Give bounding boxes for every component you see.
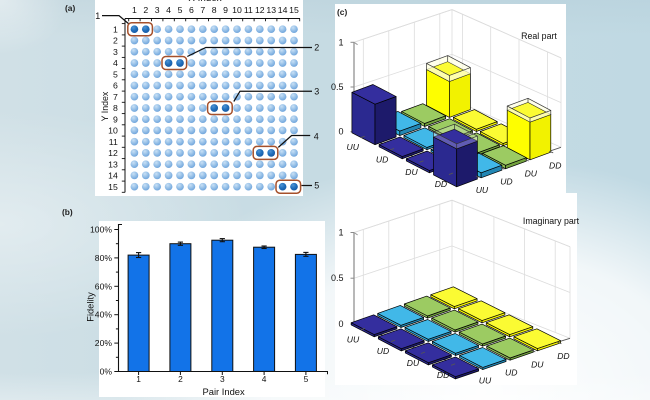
svg-text:0.5: 0.5 xyxy=(331,273,344,283)
svg-text:Fidelity: Fidelity xyxy=(86,292,96,322)
svg-text:14: 14 xyxy=(108,171,118,181)
svg-text:15: 15 xyxy=(108,182,118,192)
svg-text:60%: 60% xyxy=(95,281,113,291)
svg-text:0.5: 0.5 xyxy=(331,82,344,92)
svg-text:UU: UU xyxy=(479,376,492,386)
svg-text:4: 4 xyxy=(113,58,118,68)
svg-text:DD: DD xyxy=(437,370,449,380)
svg-text:10: 10 xyxy=(232,5,242,15)
svg-text:12: 12 xyxy=(108,148,118,158)
svg-text:13: 13 xyxy=(108,159,118,169)
svg-text:4: 4 xyxy=(314,131,319,141)
svg-text:UD: UD xyxy=(500,177,512,187)
svg-text:3: 3 xyxy=(113,47,118,57)
svg-text:2: 2 xyxy=(178,374,183,384)
svg-text:10: 10 xyxy=(108,126,118,136)
svg-text:8: 8 xyxy=(113,103,118,113)
svg-text:3: 3 xyxy=(220,374,225,384)
svg-text:2: 2 xyxy=(113,36,118,46)
svg-text:0%: 0% xyxy=(100,367,113,377)
svg-text:1: 1 xyxy=(95,11,100,21)
svg-text:UU: UU xyxy=(476,185,489,195)
svg-text:15: 15 xyxy=(289,5,299,15)
svg-text:1: 1 xyxy=(338,37,343,47)
svg-text:UD: UD xyxy=(505,367,517,377)
svg-text:1: 1 xyxy=(132,5,137,15)
svg-text:DD: DD xyxy=(435,179,447,189)
svg-text:DU: DU xyxy=(407,358,420,368)
svg-text:40%: 40% xyxy=(95,310,113,320)
svg-text:5: 5 xyxy=(314,181,319,191)
svg-text:11: 11 xyxy=(244,5,253,15)
svg-text:20%: 20% xyxy=(95,338,113,348)
svg-text:8: 8 xyxy=(212,5,217,15)
svg-text:3: 3 xyxy=(314,86,319,96)
svg-text:DD: DD xyxy=(557,351,569,361)
svg-text:3: 3 xyxy=(155,5,160,15)
svg-text:Imaginary part: Imaginary part xyxy=(523,216,580,226)
svg-text:9: 9 xyxy=(113,114,118,124)
svg-text:14: 14 xyxy=(278,5,288,15)
svg-text:2: 2 xyxy=(143,5,148,15)
svg-text:UU: UU xyxy=(346,142,359,152)
svg-text:4: 4 xyxy=(262,374,267,384)
svg-text:DU: DU xyxy=(405,167,418,177)
svg-text:UD: UD xyxy=(377,346,389,356)
svg-text:2: 2 xyxy=(314,43,319,53)
svg-text:80%: 80% xyxy=(95,253,113,263)
svg-text:DD: DD xyxy=(549,160,561,170)
svg-text:0: 0 xyxy=(338,127,343,137)
svg-text:Pair Index: Pair Index xyxy=(202,386,245,397)
svg-text:Real part: Real part xyxy=(521,31,557,41)
svg-text:6: 6 xyxy=(189,5,194,15)
svg-text:7: 7 xyxy=(200,5,205,15)
svg-text:UU: UU xyxy=(347,334,360,344)
svg-text:7: 7 xyxy=(113,92,118,102)
svg-text:5: 5 xyxy=(304,374,309,384)
svg-text:1: 1 xyxy=(136,374,141,384)
svg-text:12: 12 xyxy=(255,5,265,15)
svg-text:0: 0 xyxy=(338,319,343,329)
svg-text:DU: DU xyxy=(525,169,538,179)
svg-text:DU: DU xyxy=(531,359,544,369)
svg-text:100%: 100% xyxy=(90,225,112,235)
svg-text:6: 6 xyxy=(113,81,118,91)
svg-text:1: 1 xyxy=(113,24,118,34)
svg-text:5: 5 xyxy=(113,69,118,79)
svg-text:X Index: X Index xyxy=(188,0,221,4)
svg-text:5: 5 xyxy=(178,5,183,15)
svg-text:4: 4 xyxy=(166,5,171,15)
svg-text:Y Index: Y Index xyxy=(100,91,110,121)
svg-text:UD: UD xyxy=(376,155,388,165)
svg-text:9: 9 xyxy=(223,5,228,15)
svg-text:13: 13 xyxy=(266,5,276,15)
svg-text:11: 11 xyxy=(109,137,118,147)
svg-text:1: 1 xyxy=(338,228,343,238)
